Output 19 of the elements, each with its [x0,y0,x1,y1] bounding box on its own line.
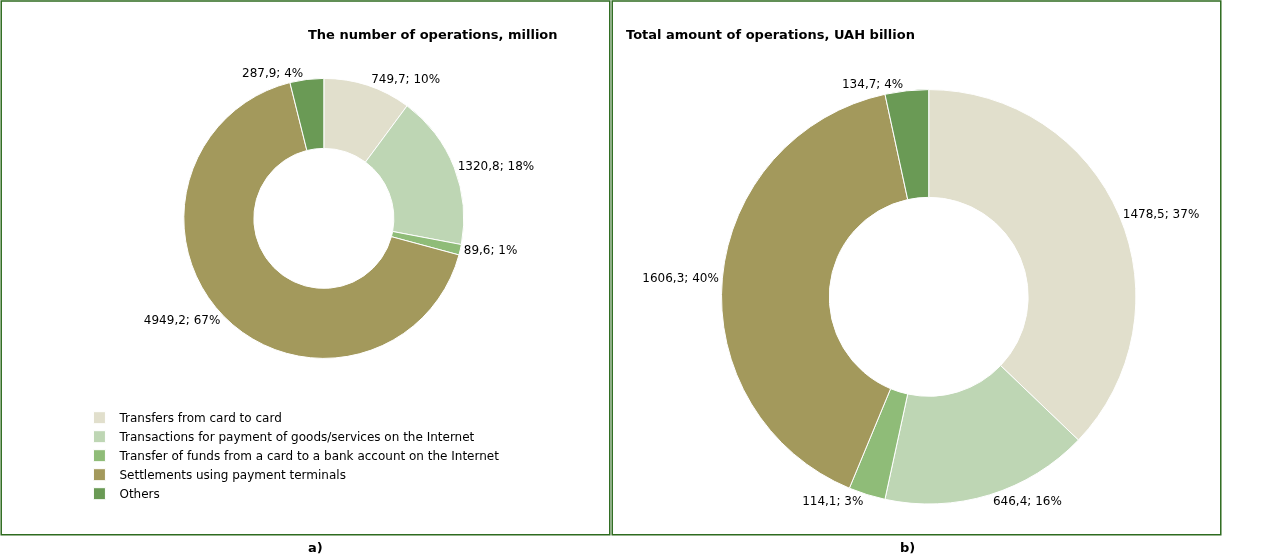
data-label: 4949,2; 67% [143,312,221,327]
legend-label: Settlements using payment terminals [119,468,346,483]
chart-title: The number of operations, million [308,27,558,42]
data-label: 749,7; 10% [371,72,441,87]
data-label: 1320,8; 18% [457,159,535,174]
data-label: 287,9; 4% [242,65,304,80]
text: b) [900,540,916,555]
data-label: 114,1; 3% [802,493,864,508]
data-label: 1606,3; 40% [642,271,719,286]
data-label: 1478,5; 37% [1122,207,1200,222]
data-label: 646,4; 16% [992,494,1062,509]
legend-label: Transfer of funds from a card to a bank account on the Internet [118,449,500,464]
legend-label: Transfers from card to card [118,411,282,426]
text: a) [308,540,323,555]
data-label: 134,7; 4% [841,76,904,91]
chart-title: Total amount of operations, UAH billion [626,27,915,42]
data-label: 89,6; 1% [463,243,518,258]
legend-label: Others [119,487,160,502]
legend-label: Transactions for payment of goods/services on the Internet [118,430,475,445]
